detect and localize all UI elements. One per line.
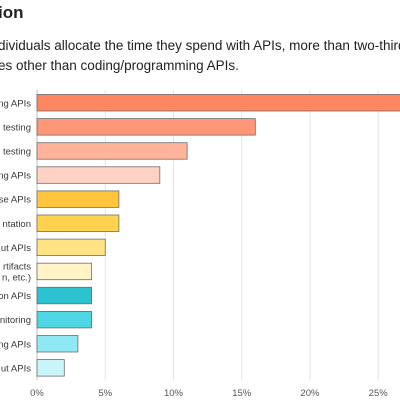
category-label: ing APIs bbox=[0, 339, 31, 350]
bar bbox=[36, 190, 120, 208]
bar bbox=[36, 359, 65, 377]
x-axis-ticks: 0% 5% 10% 15% 20% 25% bbox=[30, 388, 388, 399]
bar bbox=[36, 310, 92, 329]
x-tick-label: 15% bbox=[232, 388, 252, 399]
bar bbox=[36, 238, 106, 257]
x-tick-label: 0% bbox=[30, 388, 44, 399]
bar bbox=[36, 118, 256, 136]
bar bbox=[36, 335, 79, 353]
description-line-1: dividuals allocate the time they spend w… bbox=[0, 38, 400, 53]
category-label: ut APIs bbox=[1, 243, 31, 254]
category-label: rtifacts n, etc.) bbox=[2, 261, 31, 283]
bar bbox=[36, 166, 161, 184]
bars bbox=[36, 94, 400, 377]
bar bbox=[36, 94, 400, 112]
bar bbox=[36, 142, 188, 160]
category-label: testing bbox=[3, 146, 31, 157]
category-label: ng APIs bbox=[0, 171, 31, 182]
x-tick-label: 20% bbox=[300, 388, 320, 399]
category-label: on APIs bbox=[0, 291, 31, 302]
category-labels: ng APIs testing testing ng APIs se APIs ntati… bbox=[0, 98, 31, 374]
category-label: ntation bbox=[2, 219, 31, 230]
category-label: nitoring bbox=[0, 315, 31, 326]
x-tick-label: 5% bbox=[98, 388, 112, 399]
bar bbox=[36, 262, 92, 281]
x-tick-label: 10% bbox=[164, 388, 184, 399]
description-line-2: es other than coding/programming APIs. bbox=[0, 58, 239, 73]
chart-description: dividuals allocate the time they spend w… bbox=[0, 36, 400, 76]
grid-lines bbox=[36, 90, 379, 380]
bar bbox=[36, 286, 92, 305]
section-heading: ion bbox=[0, 3, 24, 22]
category-label: testing bbox=[3, 122, 31, 133]
category-label: se APIs bbox=[0, 195, 31, 206]
category-label: ng APIs bbox=[0, 98, 31, 109]
bar bbox=[36, 214, 120, 232]
category-label: ut APIs bbox=[1, 363, 31, 374]
x-tick-label: 25% bbox=[369, 388, 389, 399]
